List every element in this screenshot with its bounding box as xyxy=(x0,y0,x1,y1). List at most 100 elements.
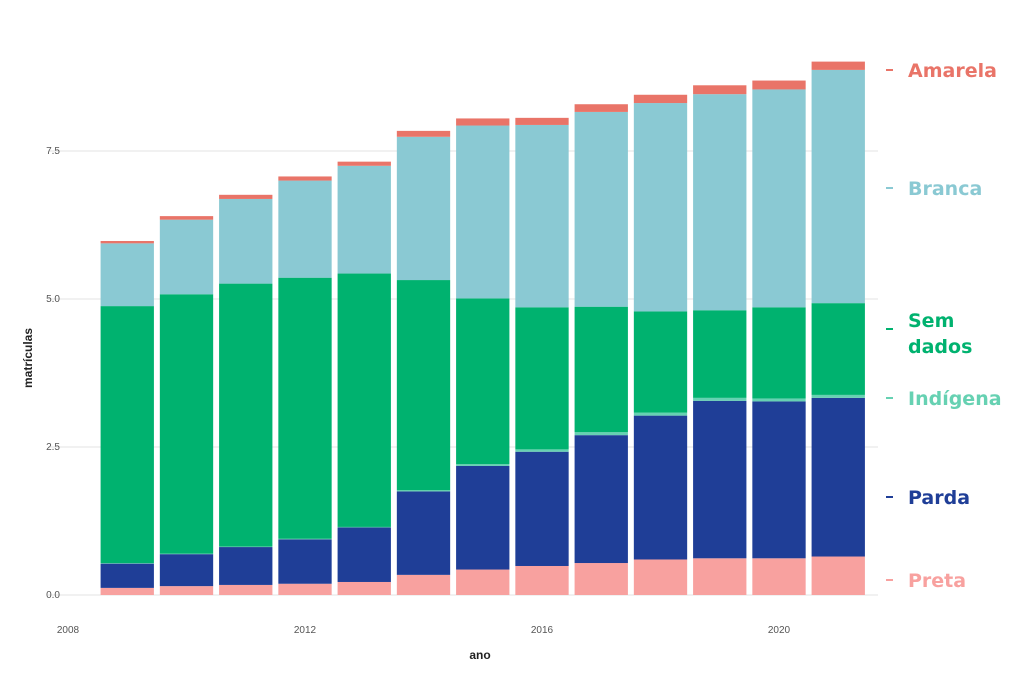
bar-segment xyxy=(396,130,451,137)
legend-label: dados xyxy=(908,336,972,358)
bar-segment xyxy=(100,240,154,244)
bar-segment xyxy=(752,307,806,399)
legend-label: Amarela xyxy=(908,60,997,82)
bar-segment xyxy=(574,432,628,436)
bar-segment xyxy=(633,412,688,416)
bar-segment xyxy=(219,547,273,585)
bar-segment xyxy=(456,298,510,465)
bar-segment xyxy=(515,307,569,450)
bar-segment xyxy=(337,165,391,274)
bar-segment xyxy=(693,400,747,559)
bar-segment xyxy=(811,556,865,595)
bar-segment xyxy=(633,415,688,560)
y-tick-label: 7.5 xyxy=(46,146,60,157)
legend-label: Preta xyxy=(908,570,966,592)
x-tick-label: 2012 xyxy=(294,625,317,636)
bar-segment xyxy=(515,449,569,452)
bar-segment xyxy=(633,559,688,595)
bar-segment xyxy=(693,397,747,401)
bar-segment xyxy=(159,219,214,295)
legend-label: Branca xyxy=(908,178,982,200)
bar-segment xyxy=(693,85,747,95)
bar-segment xyxy=(574,563,628,595)
bar-segment xyxy=(574,111,628,307)
bar-segment xyxy=(278,180,332,278)
bar-segment xyxy=(159,216,214,220)
x-axis-ticks: 2008 2012 2016 2020 xyxy=(57,625,791,636)
bar-segment xyxy=(574,306,628,433)
bar-segment xyxy=(811,69,865,304)
x-tick-label: 2020 xyxy=(768,625,791,636)
bar-segment xyxy=(811,303,865,395)
bar-segment xyxy=(278,538,332,540)
bar-segment xyxy=(515,565,569,595)
bar-segment xyxy=(219,283,273,547)
bar-segment xyxy=(100,306,154,564)
bar-segment xyxy=(100,563,154,588)
bar-segment xyxy=(337,273,391,527)
bar-segment xyxy=(100,243,154,307)
legend-label: Sem xyxy=(908,310,954,332)
bar-segment xyxy=(219,194,273,199)
bar-segment xyxy=(515,124,569,308)
y-axis-title: matrículas xyxy=(21,328,35,388)
bar-segment xyxy=(752,89,806,308)
bar-segment xyxy=(693,94,747,311)
bar-segment xyxy=(396,490,451,492)
bar-segment xyxy=(693,558,747,595)
legend-label: Parda xyxy=(908,487,970,509)
bar-segment xyxy=(456,118,510,126)
bar-segment xyxy=(278,583,332,595)
bar-segment xyxy=(159,294,214,554)
bar-segment xyxy=(396,491,451,575)
x-axis-title: ano xyxy=(469,648,490,662)
x-tick-label: 2016 xyxy=(531,625,554,636)
bar-segment xyxy=(633,311,688,413)
bar-segment xyxy=(219,198,273,284)
bar-segment xyxy=(100,587,154,595)
bar-segment xyxy=(574,435,628,564)
bar-segment xyxy=(515,451,569,566)
bar-segment xyxy=(100,563,154,564)
bar-segment xyxy=(752,558,806,595)
bar-segment xyxy=(752,398,806,402)
bar-segment xyxy=(456,125,510,299)
bar-segment xyxy=(396,574,451,595)
y-tick-label: 5.0 xyxy=(46,294,60,305)
y-tick-label: 2.5 xyxy=(46,442,60,453)
y-axis-ticks: 0.0 2.5 5.0 7.5 xyxy=(46,146,60,601)
legend-label: Indígena xyxy=(908,388,1002,410)
bar-segment xyxy=(456,464,510,466)
bar-segment xyxy=(515,117,569,125)
x-tick-label: 2008 xyxy=(57,625,80,636)
bar-segment xyxy=(219,584,273,595)
bars xyxy=(100,61,865,595)
bar-segment xyxy=(159,553,214,555)
bar-segment xyxy=(574,104,628,112)
bar-segment xyxy=(396,280,451,491)
bar-segment xyxy=(396,136,451,281)
bar-segment xyxy=(752,401,806,559)
legend: Amarela Branca Sem dados Indígena Parda Preta xyxy=(886,60,1002,592)
bar-segment xyxy=(278,277,332,539)
bar-segment xyxy=(811,397,865,557)
bar-segment xyxy=(811,61,865,70)
bar-segment xyxy=(693,310,747,398)
bar-segment xyxy=(337,581,391,595)
bar-segment xyxy=(811,394,865,398)
bar-segment xyxy=(278,176,332,181)
bar-segment xyxy=(456,569,510,595)
bar-segment xyxy=(337,527,391,582)
bar-segment xyxy=(278,539,332,584)
bar-segment xyxy=(159,554,214,587)
bar-segment xyxy=(219,546,273,548)
bar-segment xyxy=(633,103,688,312)
bar-segment xyxy=(752,80,806,90)
bar-segment xyxy=(633,94,688,104)
y-tick-label: 0.0 xyxy=(46,590,60,601)
bar-segment xyxy=(456,465,510,570)
bar-segment xyxy=(159,586,214,595)
bar-segment xyxy=(337,526,391,528)
bar-segment xyxy=(337,161,391,166)
